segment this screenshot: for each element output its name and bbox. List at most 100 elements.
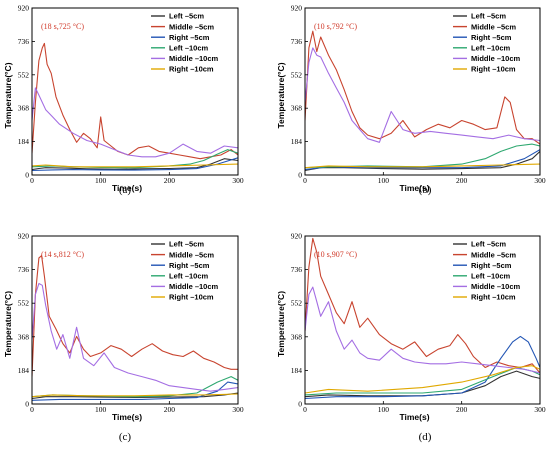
peak-annotation: (10 s,792 °C) bbox=[314, 22, 357, 31]
legend-entry-5: Middle –10cm bbox=[169, 54, 219, 63]
plot-frame bbox=[304, 235, 541, 405]
y-axis-label: Temperature(°C) bbox=[3, 291, 13, 357]
plot-frame bbox=[304, 7, 541, 176]
chart-panel-c: 0 184 368 552 736 920 0 100 200 300 Time(s) Tempera… bbox=[3, 232, 244, 444]
series-line-1 bbox=[305, 370, 540, 398]
y-tick-label: 736 bbox=[291, 37, 303, 46]
y-tick-label: 0 bbox=[298, 400, 302, 409]
series-line-6 bbox=[32, 163, 238, 168]
legend-entry-4: Left –10cm bbox=[471, 272, 511, 281]
legend-entry-1: Left –5cm bbox=[169, 240, 204, 249]
y-tick-label: 0 bbox=[25, 171, 29, 180]
y-tick-label: 920 bbox=[291, 4, 303, 13]
legend-entry-3: Right –5cm bbox=[169, 33, 210, 42]
x-axis-label: Time(s) bbox=[112, 183, 142, 193]
legend-entry-2: Middle –5cm bbox=[169, 22, 214, 31]
series-line-1 bbox=[305, 150, 540, 172]
x-tick-label: 200 bbox=[456, 176, 468, 185]
legend-entry-1: Left –5cm bbox=[471, 240, 506, 249]
peak-annotation: (14 s,812 °C) bbox=[41, 250, 84, 259]
y-tick-label: 0 bbox=[298, 171, 302, 180]
y-tick-label: 552 bbox=[291, 299, 303, 308]
x-tick-label: 100 bbox=[95, 176, 107, 185]
y-tick-label: 184 bbox=[291, 137, 303, 146]
x-tick-label: 200 bbox=[456, 405, 468, 414]
series-line-2 bbox=[32, 42, 238, 160]
panel-caption: (c) bbox=[119, 431, 132, 443]
legend-entry-6: Right –10cm bbox=[169, 293, 214, 302]
y-tick-label: 184 bbox=[18, 137, 30, 146]
legend-entry-3: Right –5cm bbox=[471, 261, 512, 270]
series-line-5 bbox=[32, 87, 238, 158]
series-line-2 bbox=[305, 237, 540, 374]
series-line-4 bbox=[32, 376, 238, 398]
plot-frame bbox=[31, 7, 239, 176]
legend-entry-2: Middle –5cm bbox=[471, 250, 516, 259]
series-line-5 bbox=[305, 286, 540, 374]
y-tick-label: 0 bbox=[25, 400, 29, 409]
x-tick-label: 200 bbox=[164, 405, 176, 414]
y-tick-label: 920 bbox=[18, 232, 30, 241]
y-tick-label: 552 bbox=[18, 299, 30, 308]
legend-entry-1: Left –5cm bbox=[169, 12, 204, 21]
series-line-6 bbox=[305, 365, 540, 394]
y-axis-label: Temperature(°C) bbox=[276, 291, 286, 357]
x-tick-label: 300 bbox=[232, 176, 244, 185]
legend-entry-4: Left –10cm bbox=[169, 272, 209, 281]
series-line-6 bbox=[305, 163, 540, 169]
legend-entry-5: Middle –10cm bbox=[169, 282, 219, 291]
y-tick-label: 736 bbox=[18, 37, 30, 46]
legend-entry-6: Right –10cm bbox=[471, 293, 516, 302]
chart-panel-b: 0 184 368 552 736 920 0 100 200 300 Time(s) Tempera… bbox=[276, 4, 546, 197]
y-tick-label: 920 bbox=[18, 4, 30, 13]
x-axis-label: Time(s) bbox=[399, 412, 429, 422]
y-tick-label: 368 bbox=[18, 104, 30, 113]
series-line-2 bbox=[32, 255, 238, 377]
x-tick-label: 300 bbox=[534, 176, 546, 185]
legend-entry-3: Right –5cm bbox=[471, 33, 512, 42]
y-axis-label: Temperature(°C) bbox=[276, 62, 286, 128]
x-tick-label: 0 bbox=[30, 405, 34, 414]
x-tick-label: 100 bbox=[378, 176, 390, 185]
legend-entry-5: Middle –10cm bbox=[471, 282, 521, 291]
y-tick-label: 552 bbox=[291, 70, 303, 79]
x-tick-label: 0 bbox=[303, 176, 307, 185]
y-tick-label: 184 bbox=[18, 366, 30, 375]
legend-entry-6: Right –10cm bbox=[169, 65, 214, 74]
legend-entry-3: Right –5cm bbox=[169, 261, 210, 270]
series-line-1 bbox=[32, 392, 238, 400]
peak-annotation: (18 s,725 °C) bbox=[41, 22, 84, 31]
x-tick-label: 300 bbox=[232, 405, 244, 414]
series-line-1 bbox=[32, 158, 238, 171]
y-tick-label: 184 bbox=[291, 366, 303, 375]
y-tick-label: 736 bbox=[18, 265, 30, 274]
legend-entry-1: Left –5cm bbox=[471, 12, 506, 21]
x-axis-label: Time(s) bbox=[399, 183, 429, 193]
x-tick-label: 0 bbox=[30, 176, 34, 185]
legend-entry-4: Left –10cm bbox=[169, 44, 209, 53]
chart-panel-a: 0 184 368 552 736 920 0 100 200 300 Time(s) Tempera… bbox=[3, 4, 244, 197]
series-line-3 bbox=[32, 157, 238, 172]
y-tick-label: 920 bbox=[291, 232, 303, 241]
series-line-3 bbox=[305, 335, 540, 400]
x-axis-label: Time(s) bbox=[112, 412, 142, 422]
y-tick-label: 736 bbox=[291, 265, 303, 274]
series-line-2 bbox=[305, 30, 540, 145]
panel-caption: (d) bbox=[419, 431, 432, 443]
series-line-5 bbox=[32, 282, 238, 392]
x-tick-label: 300 bbox=[534, 405, 546, 414]
legend-entry-6: Right –10cm bbox=[471, 65, 516, 74]
series-line-6 bbox=[32, 393, 238, 398]
y-tick-label: 368 bbox=[291, 104, 303, 113]
panel-caption: (a) bbox=[119, 184, 132, 196]
x-tick-label: 0 bbox=[303, 405, 307, 414]
legend-entry-5: Middle –10cm bbox=[471, 54, 521, 63]
panel-caption: (b) bbox=[419, 184, 432, 196]
plot-frame bbox=[31, 235, 239, 405]
x-tick-label: 200 bbox=[164, 176, 176, 185]
series-line-5 bbox=[305, 47, 540, 143]
peak-annotation: (10 s,907 °C) bbox=[314, 250, 357, 259]
legend-entry-2: Middle –5cm bbox=[471, 22, 516, 31]
x-tick-label: 100 bbox=[378, 405, 390, 414]
